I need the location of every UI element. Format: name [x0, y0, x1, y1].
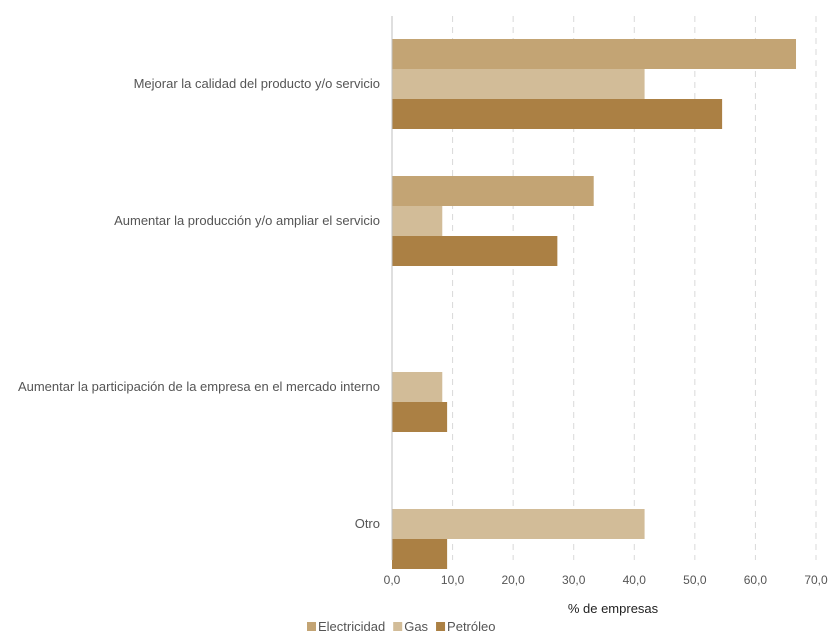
bar-gas-1: [392, 206, 443, 236]
legend: Electricidad Gas Petróleo: [307, 619, 495, 634]
legend-label-gas: Gas: [404, 619, 428, 634]
bar-petróleo-0: [392, 99, 723, 129]
bar-petróleo-1: [392, 236, 558, 266]
category-labels: Mejorar la calidad del producto y/o serv…: [18, 76, 380, 531]
category-label-0: Mejorar la calidad del producto y/o serv…: [134, 76, 380, 91]
legend-label-petróleo: Petróleo: [447, 619, 495, 634]
category-label-1: Aumentar la producción y/o ampliar el se…: [114, 213, 380, 228]
bar-electricidad-1: [392, 176, 594, 206]
bar-gas-2: [392, 372, 443, 402]
bar-petróleo-3: [392, 539, 448, 569]
legend-swatch-petróleo: [436, 622, 446, 631]
x-tick-label-6: 60,0: [744, 573, 768, 587]
category-label-3: Otro: [355, 516, 380, 531]
bar-gas-0: [392, 69, 645, 99]
x-tick-label-2: 20,0: [501, 573, 525, 587]
x-tick-label-5: 50,0: [683, 573, 707, 587]
x-tick-label-7: 70,0: [804, 573, 828, 587]
bars: [392, 39, 797, 569]
x-tick-labels: 0,0 10,0 20,0 30,0 40,0 50,0 60,0 70,0: [384, 573, 828, 587]
bar-electricidad-0: [392, 39, 797, 69]
x-tick-label-3: 30,0: [562, 573, 586, 587]
legend-label-electricidad: Electricidad: [318, 619, 385, 634]
bar-gas-3: [392, 509, 645, 539]
x-tick-label-1: 10,0: [441, 573, 465, 587]
legend-swatch-gas: [393, 622, 403, 631]
x-tick-label-0: 0,0: [384, 573, 401, 587]
legend-swatch-electricidad: [307, 622, 316, 631]
bar-petróleo-2: [392, 402, 448, 432]
category-label-2: Aumentar la participación de la empresa …: [18, 379, 380, 394]
x-axis-title: % de empresas: [568, 601, 659, 616]
x-tick-label-4: 40,0: [623, 573, 647, 587]
